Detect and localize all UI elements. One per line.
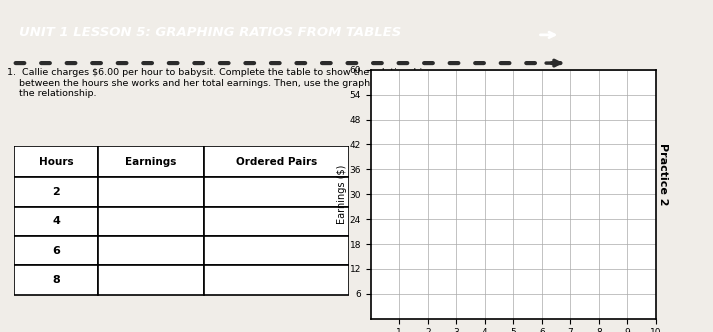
Text: 6: 6 (52, 246, 60, 256)
Bar (204, 146, 349, 177)
Bar (14, 265, 98, 294)
Bar (204, 177, 349, 207)
Bar (98, 236, 204, 265)
Text: Hours: Hours (39, 157, 73, 167)
Text: 8: 8 (52, 275, 60, 285)
Text: Practice 2: Practice 2 (658, 143, 668, 206)
Text: 4: 4 (52, 216, 60, 226)
Bar (98, 207, 204, 236)
Y-axis label: Earnings ($): Earnings ($) (337, 165, 347, 224)
Bar (204, 236, 349, 265)
Bar (98, 146, 204, 177)
Text: UNIT 1 LESSON 5: GRAPHING RATIOS FROM TABLES: UNIT 1 LESSON 5: GRAPHING RATIOS FROM TA… (19, 26, 401, 39)
Bar (14, 207, 98, 236)
Bar (204, 265, 349, 294)
Text: Earnings: Earnings (125, 157, 177, 167)
Bar (14, 177, 98, 207)
Text: 2: 2 (52, 187, 60, 197)
Bar (98, 177, 204, 207)
Bar (204, 207, 349, 236)
Bar (14, 146, 98, 177)
Text: 1.  Callie charges $6.00 per hour to babysit. Complete the table to show the rel: 1. Callie charges $6.00 per hour to baby… (7, 68, 431, 98)
Bar (98, 265, 204, 294)
Bar (14, 236, 98, 265)
Text: Ordered Pairs: Ordered Pairs (236, 157, 317, 167)
